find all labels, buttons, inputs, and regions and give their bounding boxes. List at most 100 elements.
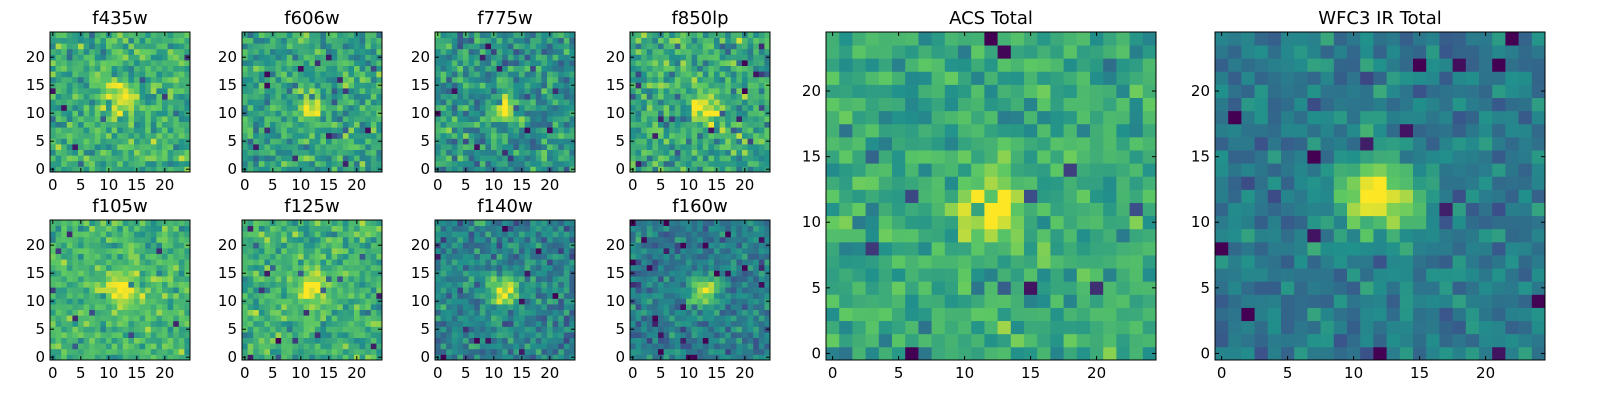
heatmap-cell [167,127,174,134]
heatmap-cell [337,37,344,44]
heatmap-cell [479,332,486,338]
heatmap-cell [173,343,180,350]
heatmap-cell [134,348,140,355]
heatmap-cell [747,104,754,111]
heatmap-cell [156,281,163,288]
heatmap-cell [440,60,447,66]
heatmap-cell [680,82,687,89]
heatmap-cell [83,110,90,117]
heatmap-cell [342,276,349,282]
heatmap-cell [337,343,344,350]
heatmap-cell [370,259,377,266]
heatmap-cell [286,354,293,361]
heatmap-cell [370,144,377,150]
heatmap-cell [708,149,715,156]
heatmap-cell [50,127,56,134]
heatmap-cell [646,292,653,299]
heatmap-cell [365,99,372,106]
heatmap-cell [242,287,248,294]
heatmap-cell [474,225,481,232]
heatmap-cell [66,259,73,266]
heatmap-cell [303,110,310,117]
heatmap-cell [535,354,542,361]
heatmap-cell [359,60,366,66]
heatmap-cell [117,110,124,117]
heatmap-cell [178,259,185,266]
heatmap-cell [303,298,310,305]
heatmap-cell [320,32,327,38]
heatmap-cell [530,132,537,139]
heatmap-cell [139,144,146,150]
heatmap-cell [309,292,316,299]
heatmap-cell [303,292,310,299]
heatmap-cell [184,116,191,122]
heatmap-cell [286,116,293,122]
heatmap-cell [167,155,174,162]
heatmap-cell [320,166,327,173]
heatmap-cell [128,348,135,355]
heatmap-cell [725,292,732,299]
heatmap-cell [242,127,248,134]
heatmap-cell [309,166,316,173]
heatmap-cell [292,116,299,122]
heatmap-cell [303,71,310,78]
heatmap-cell [89,225,96,232]
heatmap-cell [663,48,670,55]
heatmap-cell [106,71,112,78]
heatmap-cell [440,264,447,271]
heatmap-cell [111,144,118,150]
heatmap-cell [697,304,704,310]
heatmap-cell [100,337,107,344]
heatmap-cell [331,88,338,94]
heatmap-cell [342,309,349,316]
heatmap-cell [446,320,453,327]
heatmap-cell [474,48,481,55]
heatmap-cell [714,326,720,333]
heatmap-cell [558,304,565,310]
heatmap-cell [563,48,570,55]
heatmap-cell [658,127,664,134]
heatmap-cell [697,99,704,106]
heatmap-cell [83,121,90,128]
heatmap-cell [541,231,548,238]
heatmap-cell [658,343,664,350]
heatmap-cell [491,337,497,344]
heatmap-cell [491,320,497,327]
heatmap-cell [111,225,118,232]
heatmap-cell [309,253,316,260]
heatmap-cell [331,281,338,288]
heatmap-cell [669,166,676,173]
heatmap-cell [145,48,152,55]
heatmap-cell [145,54,152,61]
heatmap-cell [669,281,676,288]
heatmap-cell [479,43,486,50]
heatmap-cell [66,236,73,243]
heatmap-cell [292,259,299,266]
heatmap-cell [326,110,332,117]
heatmap-cell [635,82,642,89]
heatmap-cell [547,48,553,55]
heatmap-cell [513,231,520,238]
heatmap-cell [747,93,754,100]
heatmap-cell [457,43,464,50]
heatmap-cell [162,82,168,89]
heatmap-cell [348,127,355,134]
heatmap-cell [758,304,765,310]
heatmap-cell [253,354,260,361]
heatmap-cell [94,32,101,38]
heatmap-cell [314,248,321,254]
heatmap-cell [446,332,453,338]
heatmap-cell [150,138,157,145]
heatmap-cell [468,332,475,338]
heatmap-cell [89,276,96,282]
heatmap-cell [491,225,497,232]
heatmap-cell [55,326,62,333]
heatmap-cell [258,281,265,288]
heatmap-cell [117,132,124,139]
heatmap-cell [635,348,642,355]
heatmap-cell [145,104,152,111]
heatmap-cell [646,155,653,162]
heatmap-cell [156,43,163,50]
heatmap-cell [258,110,265,117]
heatmap-cell [314,354,321,361]
